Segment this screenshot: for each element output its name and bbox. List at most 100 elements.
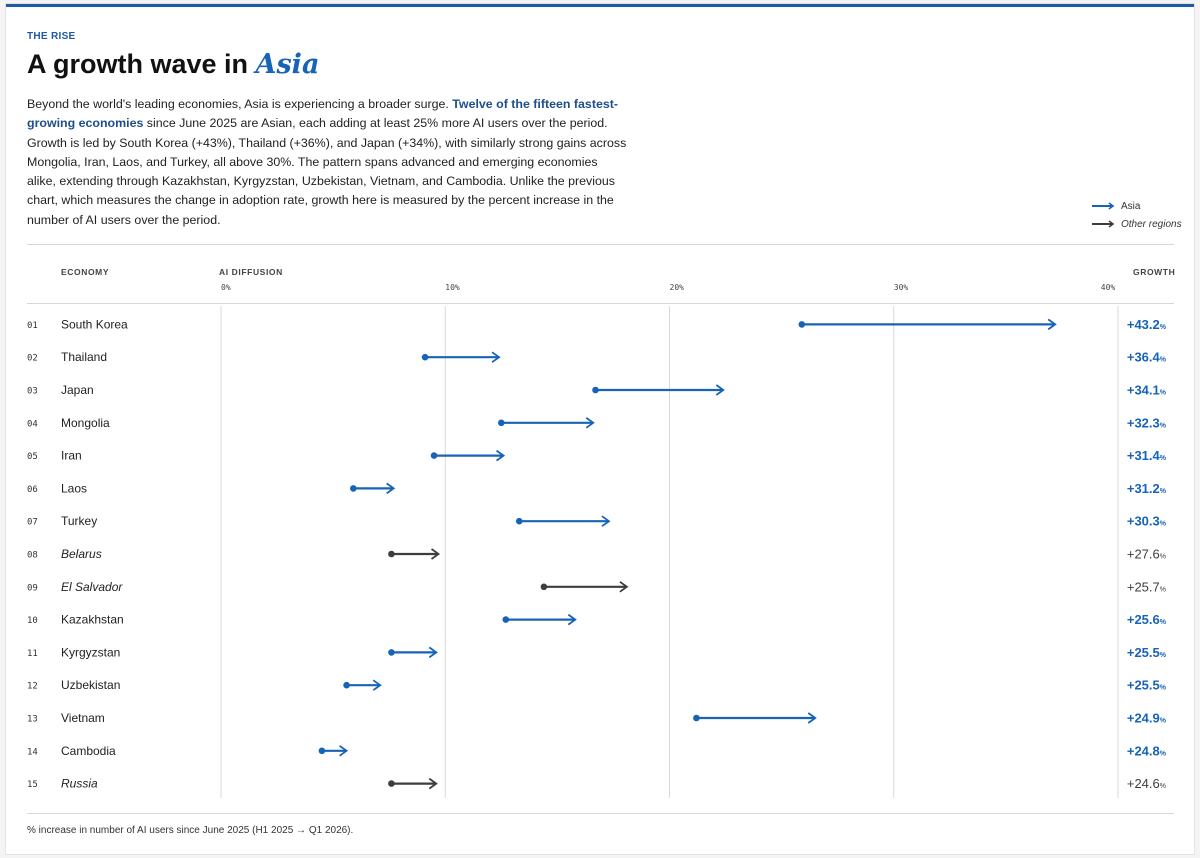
row-rank: 06: [27, 485, 38, 495]
column-header-economy: ECONOMY: [61, 267, 110, 277]
row-economy-label: Thailand: [61, 350, 107, 364]
start-point: [540, 583, 548, 591]
row-rank: 11: [27, 649, 38, 659]
growth-value-label: +31.4%: [1127, 448, 1167, 463]
growth-arrow-head: [601, 515, 611, 527]
row-rank: 14: [27, 747, 38, 757]
row-rank: 03: [27, 387, 38, 397]
growth-arrow-head: [491, 351, 501, 363]
growth-value-label: +34.1%: [1127, 383, 1167, 398]
x-tick-label: 30%: [894, 283, 909, 292]
row-economy-label: Laos: [61, 481, 87, 495]
row-economy-label: Japan: [61, 383, 94, 397]
row-economy-label: Vietnam: [61, 711, 105, 725]
legend-item-asia: Asia: [1092, 197, 1182, 215]
growth-value-label: +24.6%: [1127, 776, 1166, 791]
row-economy-label: Cambodia: [61, 744, 116, 758]
growth-arrow-head: [428, 646, 438, 659]
growth-arrow-head: [567, 613, 577, 626]
row-rank: 10: [27, 616, 38, 626]
row-rank: 07: [27, 518, 38, 528]
row-rank: 04: [27, 419, 38, 429]
start-point: [388, 649, 395, 656]
start-point: [502, 616, 510, 623]
row-rank: 12: [27, 682, 38, 692]
legend-label-asia: Asia: [1121, 200, 1141, 212]
row-rank: 13: [27, 715, 38, 725]
start-point: [350, 485, 357, 492]
legend-arrow-other-icon: [1092, 220, 1115, 228]
row-economy-label: Belarus: [61, 547, 102, 561]
intro-part2: since June 2025 are Asian, each adding a…: [27, 116, 627, 227]
start-point: [388, 550, 395, 558]
start-point: [388, 780, 395, 787]
growth-value-label: +25.6%: [1127, 612, 1167, 627]
legend: Asia Other regions: [1092, 197, 1182, 233]
growth-arrow-head: [496, 449, 506, 462]
eyebrow-label: THE RISE: [27, 31, 76, 42]
start-point: [498, 419, 505, 427]
start-point: [515, 517, 523, 525]
x-tick-label: 20%: [670, 283, 685, 292]
start-point: [592, 386, 599, 394]
growth-value-label: +30.3%: [1127, 514, 1167, 529]
row-economy-label: Russia: [61, 777, 98, 791]
growth-value-label: +24.9%: [1127, 711, 1167, 726]
start-point: [318, 747, 326, 755]
growth-value-label: +36.4%: [1127, 350, 1167, 365]
footnote: % increase in number of AI users since J…: [27, 825, 354, 836]
header-divider: [27, 244, 1174, 245]
intro-paragraph: Beyond the world's leading economies, As…: [27, 95, 627, 230]
growth-arrow-head: [428, 777, 438, 790]
start-point: [693, 714, 700, 722]
growth-arrow-head: [1047, 318, 1057, 331]
growth-arrow-head: [585, 417, 595, 429]
chart-card: THE RISE A growth wave in Asia Beyond th…: [6, 4, 1194, 854]
growth-value-label: +43.2%: [1127, 317, 1167, 332]
row-rank: 01: [27, 321, 38, 331]
row-rank: 08: [27, 551, 38, 561]
growth-value-label: +25.5%: [1127, 645, 1167, 660]
footer-divider: [27, 813, 1174, 814]
row-economy-label: Kazakhstan: [61, 613, 124, 627]
page-title: A growth wave in Asia: [27, 49, 319, 80]
legend-arrow-asia-icon: [1092, 202, 1115, 210]
intro-highlight: Twelve of the fifteen fastest-growing ec…: [27, 97, 618, 131]
intro-part1: Beyond the world's leading economies, As…: [27, 97, 453, 111]
growth-value-label: +25.7%: [1127, 579, 1166, 594]
title-prefix: A growth wave in: [27, 49, 256, 79]
row-economy-label: Uzbekistan: [61, 678, 120, 692]
row-rank: 15: [27, 780, 38, 790]
start-point: [430, 452, 438, 459]
start-point: [343, 681, 350, 689]
legend-item-other: Other regions: [1092, 215, 1182, 233]
growth-arrow-head: [386, 482, 396, 495]
growth-arrow-head: [372, 679, 382, 691]
row-rank: 09: [27, 583, 38, 593]
x-tick-label: 10%: [445, 283, 460, 292]
x-tick-label: 40%: [1101, 283, 1116, 292]
legend-label-other: Other regions: [1121, 218, 1182, 230]
start-point: [421, 353, 429, 361]
growth-value-label: +27.6%: [1127, 547, 1166, 562]
column-header-diffusion: AI DIFFUSION: [219, 267, 283, 277]
growth-arrow-head: [619, 581, 629, 593]
row-rank: 05: [27, 452, 38, 462]
row-economy-label: El Salvador: [61, 580, 123, 594]
start-point: [798, 321, 806, 328]
row-economy-label: Kyrgyzstan: [61, 645, 120, 659]
title-highlight: Asia: [255, 49, 320, 80]
row-rank: 02: [27, 354, 38, 364]
x-tick-label: 0%: [221, 283, 231, 292]
row-economy-label: Turkey: [61, 514, 97, 528]
growth-arrow-head: [807, 712, 817, 724]
growth-value-label: +24.8%: [1127, 743, 1167, 758]
row-economy-label: South Korea: [61, 317, 128, 331]
growth-arrow-head: [339, 745, 349, 757]
row-economy-label: Iran: [61, 449, 82, 463]
growth-value-label: +31.2%: [1127, 481, 1167, 496]
row-economy-label: Mongolia: [61, 416, 110, 430]
growth-arrow-head: [430, 548, 441, 560]
column-header-growth: GROWTH: [1133, 267, 1176, 277]
